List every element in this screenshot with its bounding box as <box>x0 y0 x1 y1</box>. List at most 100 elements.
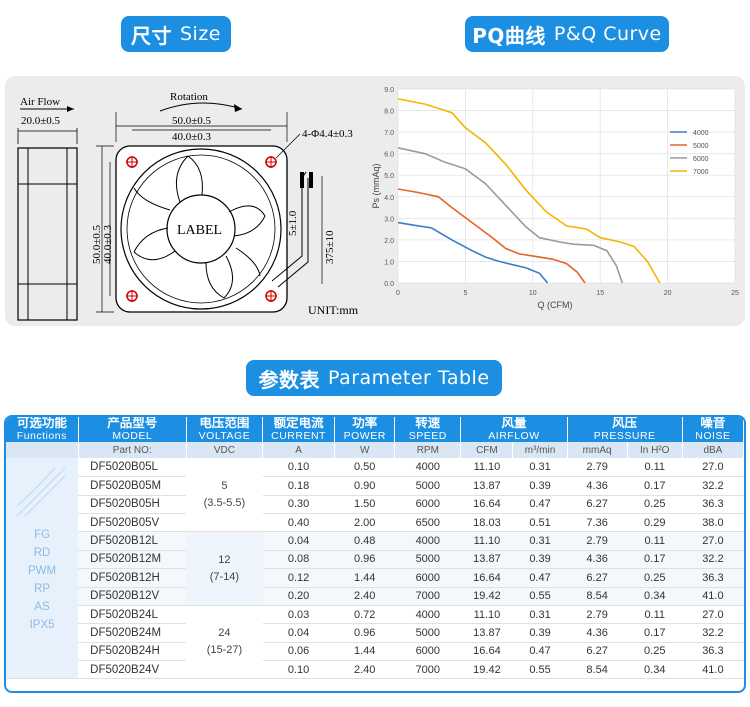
value-cell: 0.39 <box>512 476 568 496</box>
function-item: RD <box>33 547 51 560</box>
model-cell: DF5020B12M <box>78 550 187 570</box>
unit-cell: A <box>262 442 336 459</box>
header-cn: 风压 <box>612 416 638 430</box>
rotation-label: Rotation <box>170 91 208 103</box>
value-cell: 7.36 <box>567 513 628 533</box>
value-cell: 4000 <box>394 458 461 478</box>
y-tick-label: 4.0 <box>384 195 394 202</box>
x-tick-label: 0 <box>396 290 400 297</box>
value-cell: 0.17 <box>627 476 683 496</box>
chart-series <box>397 98 661 284</box>
value-cell: 0.31 <box>512 531 568 551</box>
voltage-range: (3.5-5.5) <box>203 496 246 509</box>
unit-cell: dBA <box>682 442 744 459</box>
value-cell: 0.39 <box>512 623 568 643</box>
header-en: PRESSURE <box>593 429 656 442</box>
wire-length-dimension: 375±10 <box>324 230 336 264</box>
header-cn: 功率 <box>352 416 378 430</box>
value-cell: 0.11 <box>627 605 683 625</box>
unit-cell: In H²O <box>627 442 683 459</box>
value-cell: 11.10 <box>460 531 513 551</box>
value-cell: 6500 <box>394 513 461 533</box>
decorative-watermark-icon <box>16 467 66 517</box>
value-cell: 36.3 <box>682 495 744 514</box>
value-cell: 2.79 <box>567 531 628 551</box>
value-cell: 0.55 <box>512 660 568 680</box>
value-cell: 4.36 <box>567 476 628 496</box>
air-flow-arrow-icon <box>67 106 74 112</box>
header-en: Functions <box>16 429 67 442</box>
y-tick-label: 5.0 <box>384 173 394 180</box>
value-cell: 5000 <box>394 476 461 496</box>
value-cell: 13.87 <box>460 476 513 496</box>
value-cell: 19.42 <box>460 660 513 680</box>
header-speed: 转速 SPEED <box>394 417 462 443</box>
value-cell: 4000 <box>394 605 461 625</box>
y-tick-label: 0.0 <box>384 281 394 288</box>
x-tick-label: 5 <box>463 290 467 297</box>
air-flow-label: Air Flow <box>20 96 60 108</box>
chart-plot-area <box>398 89 735 283</box>
param-badge-en: Parameter Table <box>327 367 490 389</box>
function-item: IPX5 <box>29 619 55 632</box>
value-cell: 4.36 <box>567 623 628 643</box>
model-cell: DF5020B24V <box>78 660 187 680</box>
unit-cell: RPM <box>394 442 462 459</box>
header-cn: 噪音 <box>700 416 726 430</box>
value-cell: 8.54 <box>567 587 628 606</box>
value-cell: 6000 <box>394 495 461 514</box>
series-line-6000 <box>397 147 624 284</box>
fan-blades <box>133 155 266 299</box>
voltage-range: (15-27) <box>206 644 243 657</box>
function-item: RP <box>34 583 51 596</box>
header-cn: 风量 <box>501 416 527 430</box>
unit-cell: Part NO: <box>78 442 187 459</box>
pq-badge-en: P&Q Curve <box>553 23 662 45</box>
x-tick-label: 20 <box>664 290 672 297</box>
y-tick-label: 1.0 <box>384 259 394 266</box>
header-en: MODEL <box>112 429 153 442</box>
value-cell: 1.50 <box>334 495 395 514</box>
value-cell: 11.10 <box>460 605 513 625</box>
header-airflow: 风量 AIRFLOW <box>460 416 568 443</box>
value-cell: 27.0 <box>682 458 744 478</box>
voltage-cell: 5 (3.5-5.5) <box>186 458 263 533</box>
y-axis-label: Ps (mmAq) <box>371 163 381 208</box>
voltage-range: (7-14) <box>209 570 240 583</box>
unit-cell: m³/min <box>512 442 568 459</box>
series-line-4000 <box>397 221 549 284</box>
pq-badge-cn: PQ曲线 <box>472 23 546 48</box>
value-cell: 0.03 <box>262 605 335 625</box>
value-cell: 32.2 <box>682 550 744 570</box>
header-cn: 额定电流 <box>273 416 324 430</box>
value-cell: 19.42 <box>460 587 513 606</box>
value-cell: 6000 <box>394 568 461 588</box>
value-cell: 32.2 <box>682 623 744 643</box>
value-cell: 2.40 <box>334 660 395 680</box>
unit-cell-functions <box>6 442 79 459</box>
functions-cell: FG RD PWM RP AS IPX5 <box>6 458 79 680</box>
value-cell: 0.96 <box>334 623 395 643</box>
function-item: AS <box>34 601 50 614</box>
y-tick-label: 2.0 <box>384 238 394 245</box>
value-cell: 16.64 <box>460 642 513 662</box>
unit-cell: CFM <box>460 442 514 459</box>
header-cn: 可选功能 <box>16 416 67 430</box>
y-tick-label: 8.0 <box>384 109 394 116</box>
value-cell: 38.0 <box>682 513 744 533</box>
value-cell: 0.31 <box>512 605 568 625</box>
outer-height-dimension: 50.0±0.5 <box>91 224 103 264</box>
header-en: AIRFLOW <box>488 429 540 442</box>
value-cell: 0.10 <box>262 458 335 478</box>
inner-height-dimension: 40.0±0.3 <box>102 224 114 264</box>
value-cell: 7000 <box>394 660 461 680</box>
value-cell: 5000 <box>394 623 461 643</box>
drawing-and-chart-panel: Air Flow 20.0±0.5 Rotation 50.0±0.5 40.0… <box>5 76 745 326</box>
table-row: DF5020B24L 24 (15-27) 0.03 0.72 4000 11.10 0.31… <box>6 605 744 680</box>
value-cell: 0.11 <box>627 458 683 478</box>
param-badge-cn: 参数表 <box>258 367 320 392</box>
header-functions: 可选功能 Functions <box>6 416 79 443</box>
value-cell: 0.04 <box>262 531 335 551</box>
value-cell: 0.72 <box>334 605 395 625</box>
model-cell: DF5020B05M <box>78 476 187 496</box>
